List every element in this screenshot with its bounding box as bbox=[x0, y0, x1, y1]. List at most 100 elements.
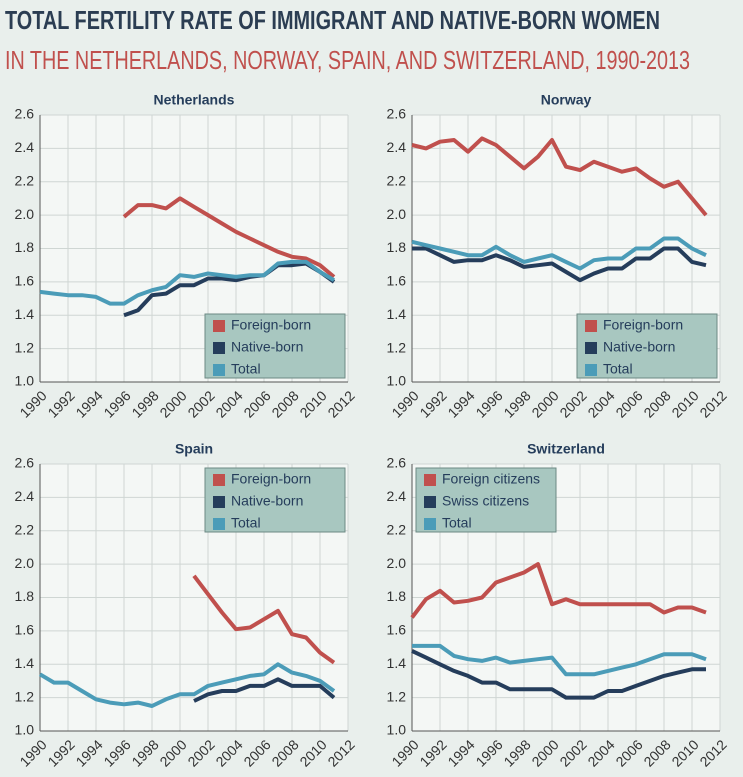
y-tick-label: 2.2 bbox=[15, 521, 35, 537]
x-tick-label: 2002 bbox=[184, 387, 217, 420]
y-tick-label: 1.6 bbox=[387, 622, 407, 638]
y-tick-label: 2.0 bbox=[387, 206, 407, 222]
y-tick-label: 1.0 bbox=[15, 373, 35, 389]
series-line bbox=[192, 574, 336, 665]
x-tick-label: 2002 bbox=[184, 736, 217, 769]
series-line bbox=[412, 246, 707, 283]
y-tick-label: 1.2 bbox=[15, 688, 35, 704]
x-tick-label: 2008 bbox=[268, 736, 301, 769]
x-tick-label: 1992 bbox=[416, 387, 449, 420]
x-tick-label: 2000 bbox=[528, 736, 561, 769]
x-tick-label: 2002 bbox=[556, 387, 589, 420]
y-tick-label: 2.2 bbox=[387, 521, 407, 537]
y-tick-label: 1.4 bbox=[387, 306, 407, 322]
x-tick-label: 1998 bbox=[500, 736, 533, 769]
y-tick-label: 1.6 bbox=[15, 273, 35, 289]
legend-label: Total bbox=[442, 515, 472, 531]
x-tick-label: 2004 bbox=[584, 387, 617, 420]
x-tick-label: 1990 bbox=[388, 387, 421, 420]
x-tick-label: 1996 bbox=[472, 736, 505, 769]
x-tick-label: 2004 bbox=[584, 736, 617, 769]
legend-swatch bbox=[585, 364, 597, 376]
legend-label: Swiss citizens bbox=[442, 493, 529, 509]
y-tick-label: 2.6 bbox=[387, 455, 407, 471]
legend-label: Total bbox=[231, 515, 261, 531]
y-tick-label: 2.6 bbox=[15, 455, 35, 471]
x-tick-label: 2008 bbox=[640, 387, 673, 420]
legend-swatch bbox=[213, 474, 225, 486]
legend-swatch bbox=[213, 496, 225, 508]
x-tick-label: 1996 bbox=[100, 387, 133, 420]
x-tick-label: 2010 bbox=[296, 736, 329, 769]
y-tick-label: 1.4 bbox=[15, 306, 35, 322]
y-tick-label: 2.4 bbox=[387, 139, 407, 155]
legend-label: Total bbox=[603, 361, 633, 377]
x-tick-label: 1998 bbox=[500, 387, 533, 420]
series-line bbox=[411, 136, 708, 217]
y-tick-label: 1.2 bbox=[387, 688, 407, 704]
x-tick-label: 2000 bbox=[528, 387, 561, 420]
series-line bbox=[412, 643, 707, 677]
x-tick-label: 2010 bbox=[296, 387, 329, 420]
x-tick-label: 2012 bbox=[324, 387, 357, 420]
legend-swatch bbox=[424, 496, 436, 508]
x-tick-label: 1992 bbox=[44, 736, 77, 769]
y-tick-label: 1.2 bbox=[387, 339, 407, 355]
series-line bbox=[39, 259, 336, 306]
legend-swatch bbox=[424, 474, 436, 486]
series-line bbox=[193, 677, 336, 703]
legend-label: Foreign-born bbox=[231, 317, 311, 333]
x-tick-label: 1992 bbox=[44, 387, 77, 420]
panel-title: Switzerland bbox=[527, 441, 605, 457]
x-tick-label: 1990 bbox=[388, 736, 421, 769]
y-tick-label: 2.6 bbox=[387, 106, 407, 122]
x-tick-label: 2002 bbox=[556, 736, 589, 769]
series-line bbox=[410, 562, 707, 619]
series-line bbox=[122, 196, 336, 279]
x-tick-label: 1990 bbox=[16, 736, 49, 769]
y-tick-label: 1.0 bbox=[15, 722, 35, 738]
y-tick-label: 1.4 bbox=[15, 655, 35, 671]
x-tick-label: 2000 bbox=[156, 736, 189, 769]
legend-label: Foreign-born bbox=[231, 471, 311, 487]
legend-label: Native-born bbox=[231, 339, 303, 355]
x-tick-label: 1998 bbox=[128, 387, 161, 420]
y-tick-label: 1.6 bbox=[15, 622, 35, 638]
series-line bbox=[38, 662, 336, 708]
y-tick-label: 2.4 bbox=[15, 488, 35, 504]
x-tick-label: 2012 bbox=[696, 387, 729, 420]
panel-title: Netherlands bbox=[154, 92, 235, 108]
y-tick-label: 2.0 bbox=[15, 555, 35, 571]
x-tick-label: 2006 bbox=[240, 387, 273, 420]
y-tick-label: 1.8 bbox=[15, 588, 35, 604]
x-tick-label: 2006 bbox=[612, 736, 645, 769]
x-tick-label: 2008 bbox=[640, 736, 673, 769]
series-line bbox=[411, 236, 707, 271]
legend-label: Native-born bbox=[231, 493, 303, 509]
x-tick-label: 1990 bbox=[16, 387, 49, 420]
panel-title: Spain bbox=[175, 441, 213, 457]
legend-swatch bbox=[424, 518, 436, 530]
y-tick-label: 2.2 bbox=[387, 172, 407, 188]
x-tick-label: 1996 bbox=[472, 387, 505, 420]
legend-swatch bbox=[213, 342, 225, 354]
y-tick-label: 1.0 bbox=[387, 373, 407, 389]
x-tick-label: 1994 bbox=[72, 387, 105, 420]
legend-swatch bbox=[585, 320, 597, 332]
x-tick-label: 1998 bbox=[128, 736, 161, 769]
legend-swatch bbox=[213, 518, 225, 530]
x-tick-label: 2004 bbox=[212, 387, 245, 420]
x-tick-label: 2004 bbox=[212, 736, 245, 769]
legend-box bbox=[204, 313, 346, 379]
x-tick-label: 2006 bbox=[240, 736, 273, 769]
x-tick-label: 2010 bbox=[668, 387, 701, 420]
x-tick-label: 1994 bbox=[444, 387, 477, 420]
x-tick-label: 2012 bbox=[696, 736, 729, 769]
page-title: TOTAL FERTILITY RATE OF IMMIGRANT AND NA… bbox=[5, 5, 660, 35]
x-tick-label: 1994 bbox=[444, 736, 477, 769]
page-subtitle: IN THE NETHERLANDS, NORWAY, SPAIN, AND S… bbox=[5, 45, 690, 75]
legend-label: Total bbox=[231, 361, 261, 377]
legend-label: Foreign citizens bbox=[442, 471, 540, 487]
y-tick-label: 1.0 bbox=[387, 722, 407, 738]
